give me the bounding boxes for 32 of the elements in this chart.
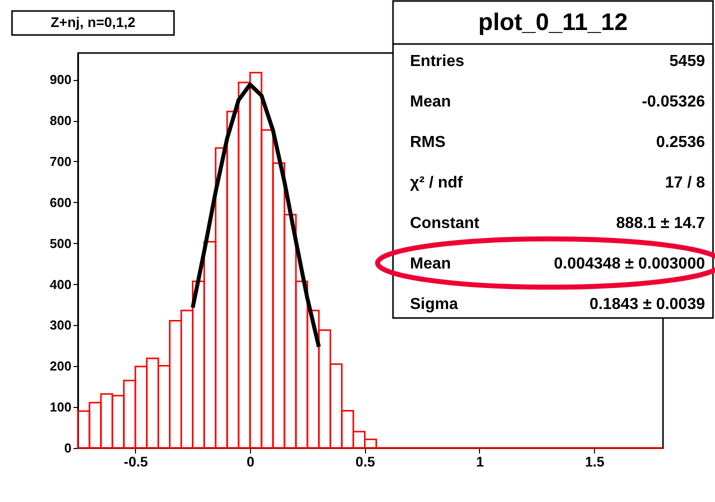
annotation: 0.004348 ± 0.003000: [554, 256, 706, 272]
annotation: Mean: [410, 94, 451, 110]
annotation: 888.1 ± 14.7: [616, 215, 706, 232]
y-tick-label: 100: [50, 400, 72, 415]
y-tick-label: 400: [50, 276, 72, 292]
y-tick-label: 500: [50, 236, 72, 251]
chart-title: Z+nj, n=0,1,2: [50, 14, 136, 30]
y-tick-label: 0: [64, 440, 72, 456]
y-tick-label: 700: [50, 154, 72, 169]
annotation: Sigma: [410, 296, 458, 313]
annotation: 0.2536: [656, 134, 706, 151]
y-tick-label: 300: [50, 318, 72, 333]
x-tick-label: 1.5: [584, 454, 605, 470]
annotation: RMS: [410, 134, 446, 151]
annotation: Constant: [410, 215, 480, 232]
x-tick-label: -0.5: [124, 454, 148, 470]
y-tick-label: 900: [50, 72, 72, 88]
annotation: -0.05326: [642, 94, 706, 110]
annotation: 0.1843 ± 0.0039: [589, 296, 706, 313]
y-tick-label: 800: [50, 113, 72, 128]
annotation: χ² / ndf: [410, 174, 464, 192]
x-tick-label: 0.5: [356, 454, 376, 470]
y-tick-label: 200: [50, 358, 72, 374]
y-tick-label: 600: [50, 194, 72, 210]
x-tick-label: 0: [246, 454, 255, 470]
text: 17 / 8: [664, 174, 706, 192]
text: 5459: [669, 53, 706, 70]
annotation: Mean: [410, 256, 451, 272]
text: plot_0_11_12: [478, 9, 628, 36]
line-series: [190, 82, 321, 349]
x-tick-label: 1: [476, 454, 484, 470]
annotation: Entries: [410, 53, 464, 70]
